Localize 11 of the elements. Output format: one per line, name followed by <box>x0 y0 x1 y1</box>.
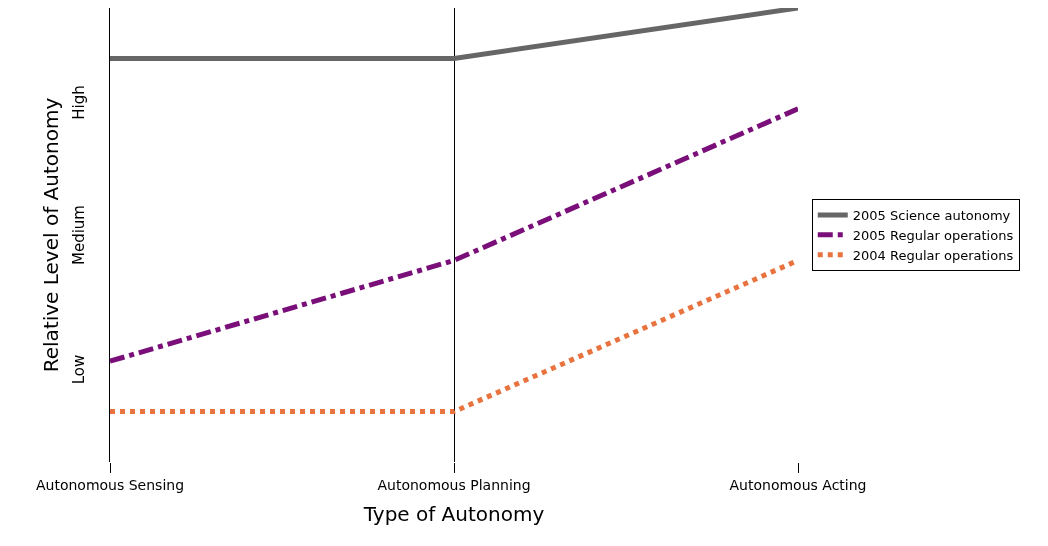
annotation: Medium <box>70 205 88 265</box>
x-tick-label: Autonomous Sensing <box>35 476 185 493</box>
annotation: Low <box>69 354 88 385</box>
legend-label: 2004 Regular operations <box>852 247 1014 263</box>
y-axis-title: Relative Level of Autonomy <box>38 97 63 373</box>
legend-label: 2005 Science autonomy <box>852 208 1011 224</box>
annotation: High <box>70 85 89 120</box>
legend-label: 2005 Regular operations <box>852 227 1014 243</box>
x-axis-title: Type of Autonomy <box>362 502 545 527</box>
x-tick-label: Autonomous Planning <box>377 476 531 493</box>
x-tick-label: Autonomous Acting <box>729 476 867 493</box>
